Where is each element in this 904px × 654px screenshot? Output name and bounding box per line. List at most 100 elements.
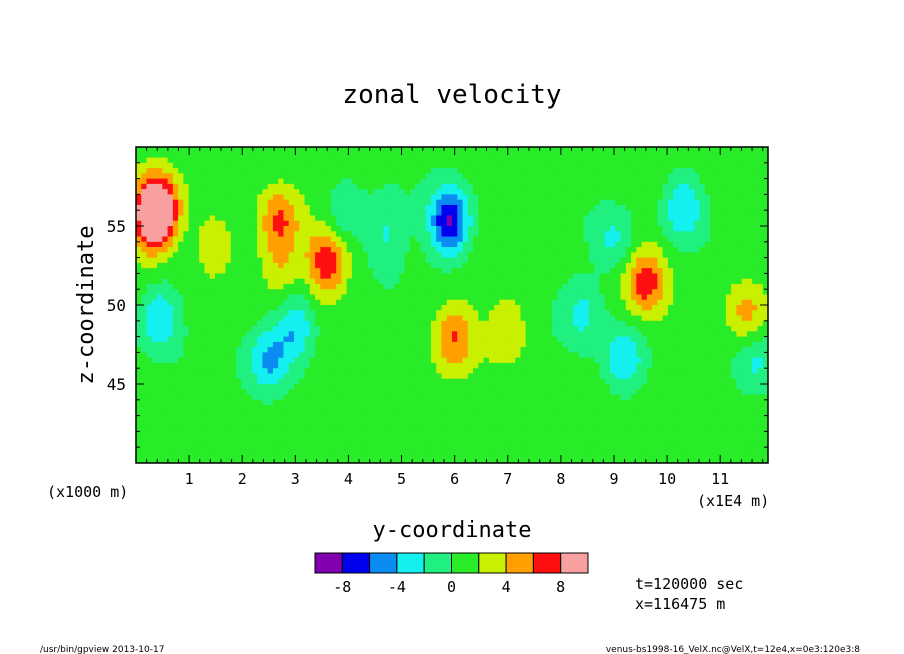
- heatmap-cell: [262, 252, 269, 258]
- heatmap-cell: [246, 294, 253, 301]
- heatmap-cell: [299, 252, 305, 258]
- heatmap-cell: [246, 189, 253, 195]
- heatmap-cell: [420, 247, 427, 253]
- heatmap-cell: [193, 447, 200, 453]
- heatmap-cell: [420, 347, 427, 353]
- heatmap-cell: [394, 183, 400, 190]
- heatmap-cell: [193, 336, 200, 343]
- heatmap-cell: [241, 289, 247, 295]
- heatmap-cell: [541, 426, 548, 432]
- heatmap-cell: [367, 178, 374, 185]
- heatmap-cell: [204, 362, 211, 369]
- heatmap-cell: [283, 147, 290, 153]
- heatmap-cell: [262, 389, 269, 395]
- heatmap-cell: [378, 199, 384, 206]
- heatmap-cell: [336, 299, 342, 306]
- heatmap-cell: [415, 431, 421, 438]
- heatmap-cell: [304, 394, 311, 401]
- heatmap-cell: [336, 157, 342, 164]
- heatmap-cell: [409, 331, 416, 337]
- heatmap-cell: [215, 315, 221, 322]
- heatmap-cell: [383, 310, 390, 316]
- heatmap-cell: [199, 147, 205, 153]
- heatmap-cell: [436, 183, 442, 190]
- heatmap-cell: [141, 420, 147, 427]
- heatmap-cell: [151, 241, 158, 248]
- heatmap-cell: [315, 294, 321, 301]
- heatmap-cell: [415, 210, 421, 216]
- heatmap-cell: [520, 368, 527, 374]
- heatmap-cell: [230, 173, 237, 179]
- heatmap-cell: [362, 299, 369, 306]
- heatmap-cell: [415, 310, 421, 316]
- heatmap-cell: [430, 331, 437, 337]
- heatmap-cell: [383, 294, 390, 301]
- heatmap-cell: [436, 152, 442, 158]
- heatmap-cell: [452, 378, 458, 385]
- heatmap-cell: [257, 173, 263, 179]
- heatmap-cell: [141, 147, 147, 153]
- heatmap-cell: [151, 384, 158, 390]
- heatmap-cell: [230, 189, 237, 195]
- heatmap-cell: [278, 173, 284, 179]
- heatmap-cell: [541, 236, 548, 243]
- heatmap-cell: [288, 283, 295, 290]
- heatmap-cell: [283, 289, 290, 295]
- heatmap-cell: [509, 236, 516, 243]
- heatmap-cell: [552, 373, 558, 380]
- heatmap-cell: [304, 157, 311, 164]
- heatmap-cell: [446, 294, 453, 301]
- heatmap-cell: [446, 183, 453, 190]
- heatmap-cell: [394, 194, 400, 201]
- heatmap-cell: [399, 389, 405, 395]
- heatmap-cell: [325, 194, 332, 201]
- heatmap-cell: [367, 426, 374, 432]
- heatmap-cell: [546, 305, 553, 311]
- heatmap-cell: [531, 236, 537, 243]
- heatmap-cell: [262, 257, 269, 264]
- heatmap-cell: [309, 415, 316, 422]
- heatmap-cell: [373, 436, 379, 443]
- heatmap-cell: [541, 436, 548, 443]
- heatmap-cell: [473, 268, 479, 274]
- heatmap-cell: [315, 410, 321, 416]
- heatmap-cell: [441, 247, 448, 253]
- heatmap-cell: [567, 231, 574, 237]
- heatmap-cell: [346, 331, 353, 337]
- heatmap-cell: [262, 357, 269, 364]
- heatmap-cell: [567, 336, 574, 343]
- heatmap-cell: [151, 194, 158, 201]
- heatmap-cell: [536, 226, 542, 232]
- heatmap-cell: [552, 257, 558, 264]
- heatmap-cell: [278, 236, 284, 243]
- heatmap-cell: [172, 357, 179, 364]
- heatmap-cell: [146, 189, 153, 195]
- heatmap-cell: [436, 162, 442, 169]
- heatmap-cell: [557, 299, 563, 306]
- heatmap-cell: [457, 194, 463, 201]
- heatmap-cell: [457, 173, 463, 179]
- heatmap-cell: [188, 410, 195, 416]
- heatmap-cell: [525, 162, 532, 169]
- heatmap-cell: [220, 384, 226, 390]
- heatmap-cell: [388, 441, 395, 448]
- heatmap-cell: [573, 173, 579, 179]
- heatmap-cell: [515, 368, 521, 374]
- heatmap-cell: [515, 431, 521, 438]
- heatmap-cell: [420, 341, 427, 348]
- heatmap-cell: [446, 162, 453, 169]
- heatmap-cell: [146, 326, 153, 332]
- heatmap-cell: [146, 384, 153, 390]
- heatmap-cell: [567, 241, 574, 248]
- heatmap-cell: [304, 389, 311, 395]
- heatmap-cell: [304, 384, 311, 390]
- heatmap-cell: [183, 168, 190, 174]
- heatmap-cell: [504, 178, 511, 185]
- heatmap-cell: [546, 447, 553, 453]
- heatmap-cell: [288, 373, 295, 380]
- heatmap-cell: [257, 157, 263, 164]
- heatmap-cell: [388, 215, 395, 222]
- heatmap-cell: [394, 199, 400, 206]
- heatmap-cell: [520, 183, 527, 190]
- heatmap-cell: [172, 457, 179, 463]
